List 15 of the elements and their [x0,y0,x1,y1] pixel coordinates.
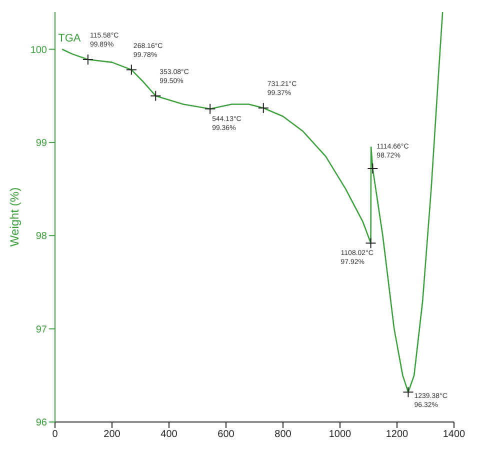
y-tick-label: 96 [36,418,48,429]
x-tick-label: 1000 [328,429,352,440]
y-tick-label: 99 [36,138,48,150]
y-tick-label: 100 [30,44,48,56]
series-label: TGA [58,32,82,44]
y-tick-label: 97 [36,324,48,336]
x-tick-label: 1200 [386,429,409,440]
x-tick-label: 200 [104,429,121,440]
x-tick-label: 1400 [442,429,466,440]
x-tick-label: 800 [274,429,292,440]
x-tick-label: 0 [52,429,58,440]
y-axis-title: Weight (%) [7,187,22,247]
x-tick-label: 400 [160,429,178,440]
x-tick-label: 600 [218,429,235,440]
y-tick-label: 98 [36,231,48,242]
